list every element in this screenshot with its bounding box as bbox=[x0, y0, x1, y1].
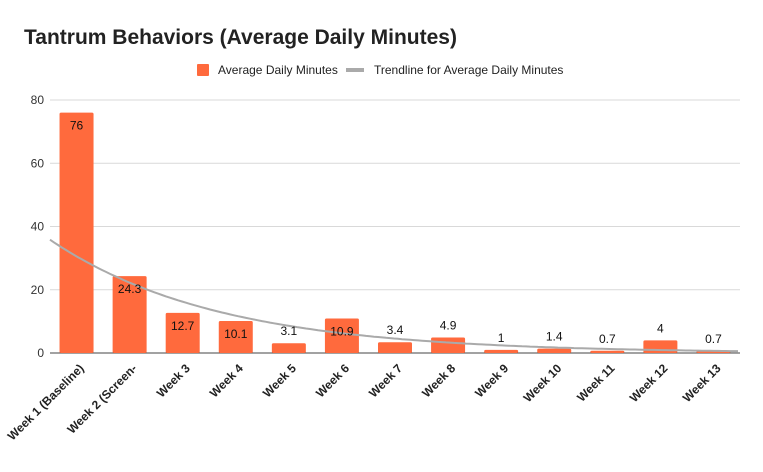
x-tick-label: Week 4 bbox=[207, 361, 246, 400]
x-tick-label: Week 11 bbox=[574, 361, 617, 404]
data-label: 4.9 bbox=[440, 319, 457, 333]
x-tick-label: Week 9 bbox=[472, 361, 511, 400]
data-label: 24.3 bbox=[118, 282, 142, 296]
y-tick-label: 0 bbox=[37, 346, 44, 360]
legend: Average Daily Minutes Trendline for Aver… bbox=[197, 63, 563, 77]
x-tick-label: Week 10 bbox=[521, 361, 565, 405]
bar bbox=[590, 350, 625, 353]
data-labels: 76 24.3 12.7 10.1 3.1 10.9 3.4 4.9 1 1.4 0.7 4 0.7 bbox=[70, 119, 722, 346]
bar bbox=[271, 343, 306, 353]
x-tick-label: Week 6 bbox=[313, 361, 352, 400]
bar bbox=[324, 318, 359, 353]
data-label: 10.1 bbox=[224, 327, 248, 341]
x-tick-label: Week 8 bbox=[419, 361, 458, 400]
y-tick-label: 60 bbox=[31, 156, 45, 170]
data-label: 3.4 bbox=[387, 323, 404, 337]
data-label: 0.7 bbox=[705, 332, 722, 346]
bar bbox=[484, 349, 519, 353]
trendline-path bbox=[49, 238, 738, 353]
data-label: 12.7 bbox=[171, 319, 195, 333]
x-axis-ticks: Week 1 (Baseline)Week 2 (Screen- Week 3 We… bbox=[5, 361, 724, 443]
x-tick-label: Week 13 bbox=[680, 361, 724, 405]
bars bbox=[59, 112, 731, 354]
trendline bbox=[49, 238, 738, 353]
gridlines bbox=[50, 99, 740, 354]
y-tick-label: 20 bbox=[31, 283, 45, 297]
x-tick-label: Week 3 bbox=[154, 361, 193, 400]
chart-title: Tantrum Behaviors (Average Daily Minutes… bbox=[24, 26, 457, 49]
x-tick-label: Week 5 bbox=[260, 361, 299, 400]
data-label: 76 bbox=[70, 119, 84, 133]
y-tick-label: 80 bbox=[31, 93, 45, 107]
bar bbox=[218, 321, 253, 353]
legend-label-bars: Average Daily Minutes bbox=[218, 63, 338, 77]
bar bbox=[378, 342, 412, 353]
legend-label-trendline: Trendline for Average Daily Minutes bbox=[374, 63, 563, 77]
bar bbox=[165, 312, 200, 353]
bar bbox=[112, 276, 147, 353]
legend-swatch-bars bbox=[197, 64, 209, 76]
data-label: 10.9 bbox=[330, 325, 354, 339]
data-label: 4 bbox=[657, 321, 664, 335]
x-tick-label: Week 7 bbox=[366, 361, 405, 400]
data-label: 1.4 bbox=[546, 330, 563, 344]
data-label: 1 bbox=[498, 331, 505, 345]
bar bbox=[537, 348, 572, 353]
data-label: 3.1 bbox=[281, 324, 298, 338]
y-tick-label: 40 bbox=[31, 220, 45, 234]
bar bbox=[59, 112, 94, 354]
x-tick-label: Week 12 bbox=[627, 361, 671, 405]
y-axis-ticks: 0 20 40 60 80 bbox=[31, 93, 45, 360]
data-label: 0.7 bbox=[599, 332, 616, 346]
bar bbox=[431, 337, 466, 353]
